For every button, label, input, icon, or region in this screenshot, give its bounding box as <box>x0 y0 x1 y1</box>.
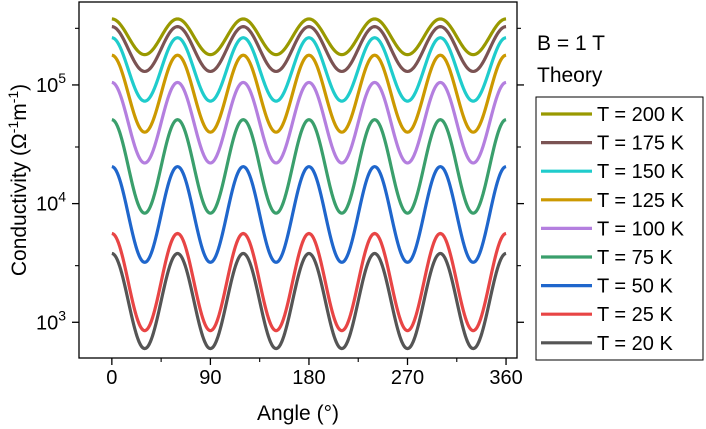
x-tick-label: 270 <box>391 367 424 389</box>
x-tick-labels: 0 90 180 270 360 <box>106 367 522 389</box>
x-tick-label: 0 <box>106 367 117 389</box>
y-tick-labels: 103 104 105 <box>36 70 66 334</box>
legend-label: T = 200 K <box>597 104 685 126</box>
y-axis-title: Conductivity (Ω-1m-1) <box>5 84 31 276</box>
plot-frame <box>78 1 518 359</box>
legend-label: T = 75 K <box>597 247 673 269</box>
series-line <box>111 17 507 57</box>
legend: T = 200 K T = 175 K T = 150 K T = 125 K T = … <box>541 104 685 355</box>
series-line <box>111 231 507 333</box>
x-axis-title: Angle (°) <box>257 402 339 425</box>
legend-label: T = 50 K <box>597 276 673 298</box>
series-line <box>111 165 507 264</box>
legend-label: T = 100 K <box>597 218 685 240</box>
axis-ticks <box>72 27 524 365</box>
legend-label: T = 175 K <box>597 133 685 155</box>
legend-label: T = 125 K <box>597 190 685 212</box>
series-line <box>111 80 507 165</box>
series-line <box>111 25 507 74</box>
legend-box <box>535 96 704 361</box>
legend-label: T = 20 K <box>597 333 673 355</box>
y-tick-label: 103 <box>36 307 66 334</box>
series-line <box>111 251 507 351</box>
series-lines <box>111 17 507 351</box>
annotation-theory: Theory <box>537 64 603 87</box>
series-line <box>111 53 507 134</box>
series-line <box>111 36 507 103</box>
legend-label: T = 25 K <box>597 304 673 326</box>
x-tick-label: 180 <box>292 367 325 389</box>
x-tick-label: 90 <box>199 367 221 389</box>
x-tick-label: 360 <box>489 367 522 389</box>
y-tick-label: 104 <box>36 189 66 216</box>
annotation-field: B = 1 T <box>537 32 605 55</box>
legend-label: T = 150 K <box>597 161 685 183</box>
y-tick-label: 105 <box>36 70 66 97</box>
series-line <box>111 118 507 215</box>
